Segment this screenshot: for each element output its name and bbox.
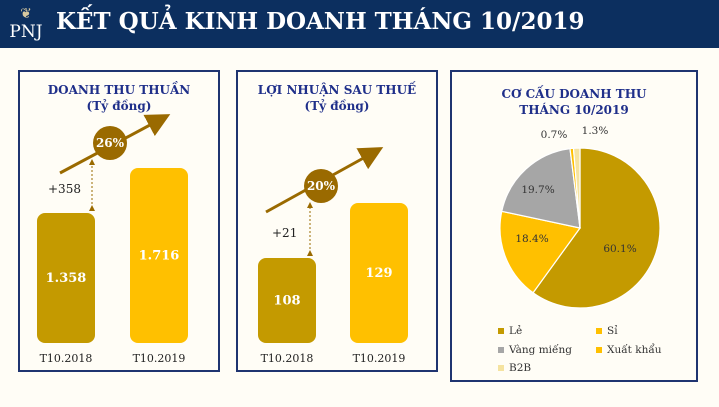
page-title: KẾT QUẢ KINH DOANH THÁNG 10/2019 [56,8,585,35]
profit-bar-value: 108 [273,294,300,309]
revenue-delta: +358 [48,182,81,196]
pie-slice [499,210,582,294]
legend-swatch [596,347,602,353]
profit-bar [258,258,316,343]
header-bar: ❦ PNJ KẾT QUẢ KINH DOANH THÁNG 10/2019 [0,0,719,48]
profit-growth-badge [304,169,338,203]
revenue-title: DOANH THU THUẦN (Tỷ đồng) [47,83,191,113]
revenue-category-label: T10.2018 [40,352,93,365]
legend-swatch [498,347,504,353]
profit-title: LỢI NHUẬN SAU THUẾ (Tỷ đồng) [257,83,417,113]
legend-swatch [498,328,504,334]
pie-slice-label: 60.1% [603,243,636,255]
pnj-logo: ❦ PNJ [9,6,43,42]
legend-swatch [596,328,602,334]
revenue-category-label: T10.2019 [133,352,186,365]
revenue-growth-badge [93,126,127,160]
pie-slice [572,147,581,229]
profit-category-label: T10.2019 [353,352,406,365]
profit-bar [350,203,408,343]
revenue-bar [37,213,95,343]
pie-slice [501,147,581,229]
legend-item-le: Lẻ [498,325,522,337]
profit-bar-value: 129 [365,266,392,281]
revenue-bar [130,168,188,343]
legend-item-b2b: B2B [498,362,531,374]
pie-slice-label: 19.7% [521,184,554,196]
pie-slice [532,147,661,309]
pie-slice-label: 0.7% [541,129,568,141]
legend-swatch [498,365,504,371]
legend-item-xuat-khau: Xuất khẩu [596,344,662,356]
revenue-growth-label: 26% [96,136,125,150]
mix-title: CƠ CẤU DOANH THU THÁNG 10/2019 [501,87,647,117]
revenue-bar-value: 1.716 [139,249,180,264]
pie-slice-label: 18.4% [515,233,548,245]
profit-delta: +21 [272,226,297,240]
legend-item-si: Sỉ [596,325,618,337]
revenue-bar-value: 1.358 [46,271,87,286]
profit-growth-label: 20% [307,179,336,193]
profit-category-label: T10.2018 [261,352,314,365]
legend-item-vang-mieng: Vàng miếng [498,344,572,356]
pie-slice-label: 1.3% [582,125,609,137]
